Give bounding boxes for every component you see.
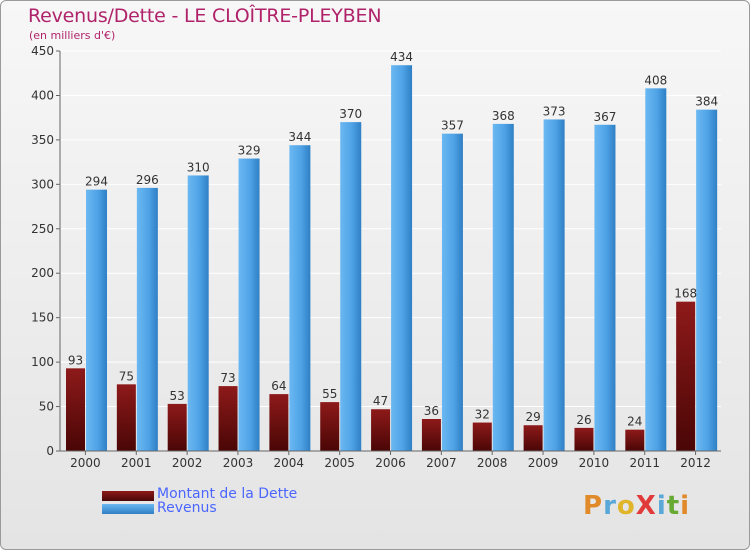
revenue-bar: [492, 123, 514, 451]
x-tick-label: 2012: [680, 456, 711, 470]
debt-bar: [676, 301, 696, 451]
debt-value-label: 53: [170, 389, 185, 403]
revenue-value-label: 384: [695, 95, 718, 109]
debt-value-label: 32: [475, 408, 490, 422]
x-tick-label: 2001: [121, 456, 152, 470]
x-tick-label: 2006: [375, 456, 406, 470]
y-tick-label: 400: [31, 88, 54, 102]
legend-swatch-debt: [102, 491, 154, 501]
logo-letter: i: [656, 491, 667, 521]
debt-bar: [218, 386, 238, 451]
revenue-bar: [136, 187, 158, 451]
logo-letter: P: [583, 491, 604, 521]
logo-letter: o: [616, 491, 636, 521]
debt-value-label: 73: [220, 371, 235, 385]
logo-letter: i: [680, 491, 691, 521]
debt-value-label: 168: [674, 287, 697, 301]
x-tick-label: 2004: [274, 456, 305, 470]
x-tick-label: 2002: [172, 456, 203, 470]
legend-label-debt: Montant de la Dette: [157, 486, 298, 502]
y-tick-label: 350: [31, 133, 54, 147]
debt-bar: [116, 384, 136, 451]
revenue-bar: [645, 88, 667, 451]
grid-layer: [60, 50, 721, 452]
y-tick-label: 450: [31, 44, 54, 58]
proxiti-logo: ProXiti: [583, 491, 690, 521]
revenue-bar: [340, 122, 362, 451]
revenue-value-label: 294: [85, 175, 108, 189]
revenue-value-label: 329: [238, 144, 261, 158]
revenue-value-label: 310: [187, 160, 210, 174]
debt-bar: [66, 368, 85, 451]
revenue-value-label: 408: [644, 73, 667, 87]
x-tick-label: 2011: [629, 456, 660, 470]
revenue-value-label: 296: [136, 173, 159, 187]
revenue-value-label: 344: [288, 130, 311, 144]
debt-value-label: 24: [627, 415, 642, 429]
labels-layer: 93 294 75 296 53 310 73 329 64 344 55 370 47 434 36 357…: [68, 50, 718, 428]
legend-label-revenue: Revenus: [157, 500, 217, 516]
debt-bar: [167, 403, 187, 451]
x-tick-label: 2007: [426, 456, 457, 470]
x-tick-label: 2009: [528, 456, 559, 470]
debt-value-label: 93: [68, 353, 83, 367]
debt-bar: [625, 429, 645, 451]
x-tick-label: 2010: [579, 456, 610, 470]
x-tick-label: 2005: [324, 456, 355, 470]
x-tick-label: 2000: [70, 456, 101, 470]
revenue-value-label: 367: [594, 110, 617, 124]
revenue-value-label: 373: [543, 104, 566, 118]
logo-letter: t: [666, 491, 681, 521]
revenue-bar: [543, 119, 565, 451]
x-tick-label: 2008: [477, 456, 508, 470]
revenue-value-label: 357: [441, 119, 464, 133]
debt-bar: [320, 402, 340, 451]
revenue-bar: [391, 65, 413, 451]
debt-bar: [421, 419, 441, 451]
debt-value-label: 47: [373, 394, 388, 408]
debt-value-label: 36: [424, 404, 439, 418]
legend-swatch-revenue: [102, 504, 154, 514]
axis-layer: 0 50 100 150 200 250 300 350 400 450 2000 2001 2002 2…: [31, 44, 721, 470]
debt-bar: [574, 427, 594, 451]
debt-value-label: 64: [271, 379, 286, 393]
logo-letter: X: [635, 491, 657, 521]
y-tick-label: 250: [31, 222, 54, 236]
debt-bar: [523, 425, 543, 451]
revenue-bar: [441, 133, 463, 451]
y-tick-label: 0: [46, 444, 54, 458]
chart-title: Revenus/Dette - LE CLOÎTRE-PLEYBEN: [28, 5, 382, 27]
logo-letter: r: [603, 491, 617, 521]
revenue-bar: [187, 175, 209, 451]
revenue-value-label: 370: [339, 107, 362, 121]
revenue-bar: [86, 189, 107, 451]
debt-value-label: 29: [525, 410, 540, 424]
revenue-bar: [289, 145, 311, 451]
debt-value-label: 55: [322, 387, 337, 401]
chart-subtitle: (en milliers d'€): [29, 29, 116, 42]
debt-value-label: 75: [119, 369, 134, 383]
y-tick-label: 200: [31, 266, 54, 280]
y-tick-label: 100: [31, 355, 54, 369]
x-tick-label: 2003: [223, 456, 254, 470]
y-tick-label: 300: [31, 177, 54, 191]
revenue-value-label: 434: [390, 50, 413, 64]
debt-bar: [371, 409, 391, 451]
debt-value-label: 26: [576, 413, 591, 427]
revenue-bar: [696, 109, 718, 452]
bars-layer: [66, 65, 718, 452]
debt-bar: [472, 422, 492, 451]
debt-bar: [269, 394, 289, 451]
revenue-value-label: 368: [492, 109, 515, 123]
y-tick-label: 50: [39, 400, 54, 414]
y-tick-label: 150: [31, 311, 54, 325]
revenue-bar: [238, 158, 260, 452]
revenue-bar: [594, 124, 616, 452]
